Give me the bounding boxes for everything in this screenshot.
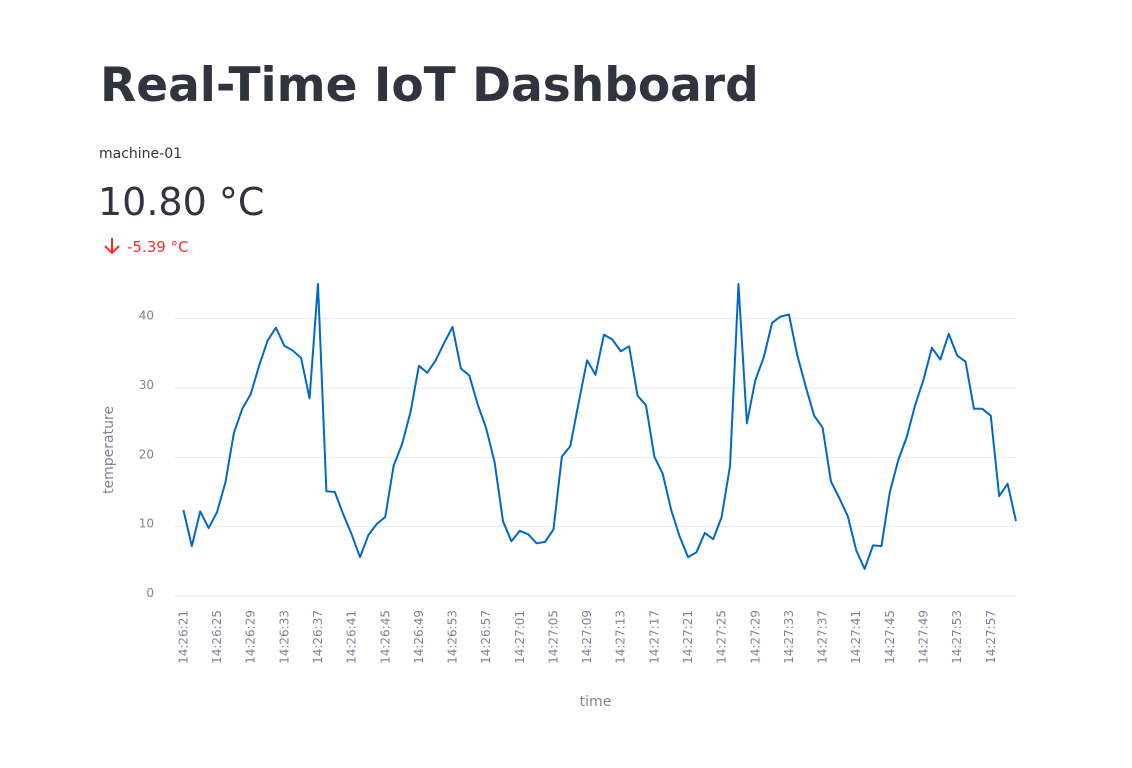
- delta-arrow: [104, 238, 120, 255]
- y-tick-label: 20: [139, 447, 154, 461]
- x-tick-label: 14:26:29: [244, 610, 258, 664]
- x-tick-label: 14:26:41: [345, 610, 359, 664]
- x-tick-label: 14:27:17: [647, 610, 661, 664]
- x-tick-label: 14:26:49: [412, 610, 426, 664]
- x-tick-label: 14:26:25: [210, 610, 224, 664]
- metric-delta: -5.39 °C: [127, 238, 189, 256]
- x-tick-label: 14:27:29: [748, 610, 762, 664]
- y-tick-label: 0: [146, 586, 154, 600]
- y-axis-title: temperature: [101, 406, 117, 494]
- y-tick-label: 30: [139, 378, 154, 392]
- temperature-line: [182, 283, 1017, 570]
- x-tick-label: 14:27:57: [984, 610, 998, 664]
- x-tick-label: 14:27:49: [916, 610, 930, 664]
- x-tick-label: 14:27:33: [782, 610, 796, 664]
- x-tick-label: 14:27:13: [614, 610, 628, 664]
- x-tick-label: 14:27:05: [546, 610, 560, 664]
- metric-value: 10.80 °C: [98, 180, 264, 224]
- page-title: Real-Time IoT Dashboard: [100, 58, 759, 113]
- x-tick-label: 14:27:21: [681, 610, 695, 664]
- y-tick-label: 40: [139, 309, 154, 323]
- x-tick-label: 14:27:41: [849, 610, 863, 664]
- x-tick-label: 14:26:33: [277, 610, 291, 664]
- x-tick-label: 14:27:53: [950, 610, 964, 664]
- x-tick-label: 14:27:09: [580, 610, 594, 664]
- x-tick-label: 14:26:21: [176, 610, 190, 664]
- x-tick-label: 14:27:25: [715, 610, 729, 664]
- x-tick-label: 14:26:53: [446, 610, 460, 664]
- metric-label: machine-01: [99, 146, 182, 162]
- x-tick-label: 14:26:57: [479, 610, 493, 664]
- line-chart: 0 10 20 30 40 14:26:21 14:26:25 14:26:29 14:26:3…: [101, 283, 1017, 710]
- x-tick-label: 14:26:45: [378, 610, 392, 664]
- x-tick-label: 14:26:37: [311, 610, 325, 664]
- x-axis-title: time: [580, 694, 612, 710]
- x-tick-label: 14:27:37: [816, 610, 830, 664]
- y-tick-label: 10: [139, 517, 154, 531]
- x-tick-label: 14:27:45: [883, 610, 897, 664]
- x-tick-label: 14:27:01: [513, 610, 527, 664]
